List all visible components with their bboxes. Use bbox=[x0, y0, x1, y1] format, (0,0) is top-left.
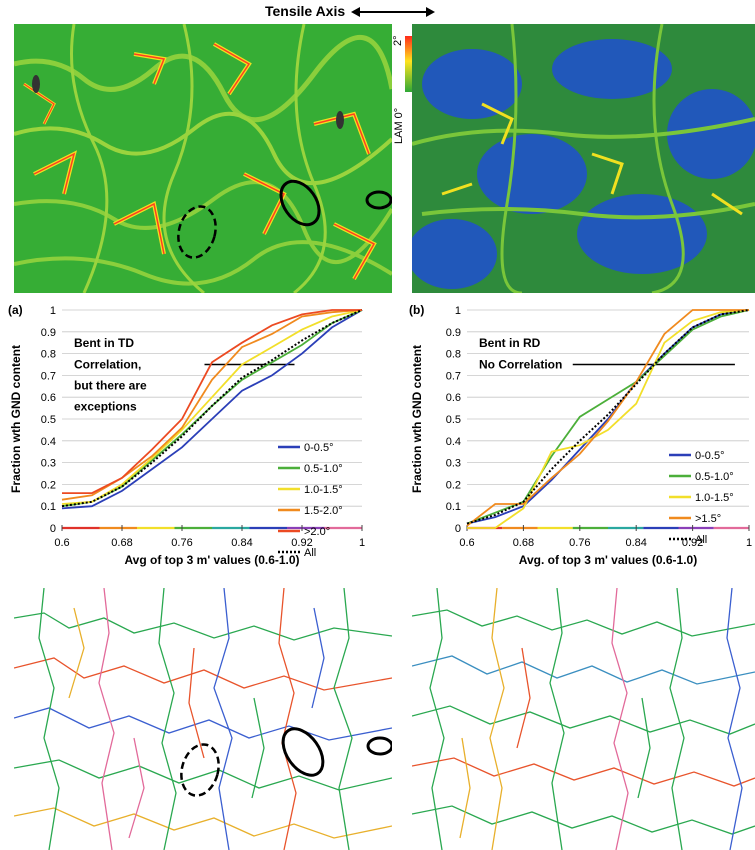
annotation-text: No Correlation bbox=[479, 358, 562, 372]
chart-b: (b) 0 0.1 0.2 0.3 0.4 0.5 0.6 0.7 0.8 0.9 1 0.6 0.68 0… bbox=[409, 303, 752, 567]
legend-label: All bbox=[695, 534, 707, 546]
x-tick-label: 0.84 bbox=[231, 537, 252, 549]
colorbar-max-label: 2° bbox=[392, 35, 404, 46]
annotation-text: exceptions bbox=[74, 400, 137, 414]
y-tick-label: 1 bbox=[455, 305, 461, 317]
y-tick-label: 0.9 bbox=[41, 327, 56, 339]
series-line bbox=[466, 309, 750, 525]
annotation-text: Correlation, bbox=[74, 358, 141, 372]
x-tick-label: 0.76 bbox=[171, 537, 192, 549]
lam-map-td bbox=[14, 24, 392, 293]
x-tick-label: 0.6 bbox=[459, 537, 474, 549]
x-tick-label: 0.92 bbox=[291, 537, 312, 549]
x-tick-label: 0.68 bbox=[513, 537, 534, 549]
panel-label: (b) bbox=[409, 303, 424, 317]
double-arrow-icon bbox=[351, 7, 436, 18]
y-tick-label: 0.1 bbox=[41, 501, 56, 513]
lam-colorbar: 2° LAM 0° bbox=[392, 24, 412, 146]
grain-boundary-map-rd bbox=[412, 588, 755, 850]
y-tick-label: 0.1 bbox=[446, 501, 461, 513]
lam-map-rd bbox=[412, 24, 755, 293]
legend-label: 0.5-1.0° bbox=[304, 463, 343, 475]
legend-label: 1.0-1.5° bbox=[304, 484, 343, 496]
x-tick-label: 1 bbox=[746, 537, 752, 549]
y-axis-label: Fraction wth GND content bbox=[9, 345, 23, 493]
x-tick-label: 0.68 bbox=[111, 537, 132, 549]
y-tick-label: 0.5 bbox=[446, 414, 461, 426]
y-tick-label: 0 bbox=[455, 523, 461, 535]
grain-boundary-map-td bbox=[14, 588, 392, 850]
y-tick-label: 0.8 bbox=[446, 349, 461, 361]
legend-label: 0-0.5° bbox=[695, 450, 724, 462]
y-tick-label: 0.6 bbox=[41, 392, 56, 404]
series-line bbox=[466, 309, 750, 525]
y-tick-label: 0.7 bbox=[41, 370, 56, 382]
annotation-text: but there are bbox=[74, 379, 147, 393]
series-line bbox=[61, 309, 363, 510]
y-tick-label: 0.8 bbox=[41, 349, 56, 361]
x-tick-label: 0.6 bbox=[54, 537, 69, 549]
legend-label: 0.5-1.0° bbox=[695, 471, 734, 483]
colorbar-gradient bbox=[405, 36, 412, 92]
series-line bbox=[466, 309, 749, 527]
y-tick-label: 0.4 bbox=[446, 436, 461, 448]
legend-label: All bbox=[304, 547, 316, 559]
y-tick-label: 0.3 bbox=[446, 458, 461, 470]
series-line bbox=[61, 309, 363, 505]
chart-a: (a) 0 0.1 0.2 0.3 0.4 0.5 0.6 0.7 0.8 0.9 1 0.6 0.68 0… bbox=[8, 303, 365, 567]
inset-title: Bent in TD bbox=[74, 336, 134, 350]
y-tick-label: 0.2 bbox=[446, 479, 461, 491]
legend-label: 0-0.5° bbox=[304, 442, 333, 454]
inset-title: Bent in RD bbox=[479, 336, 541, 350]
y-tick-label: 0 bbox=[50, 523, 56, 535]
colorbar-title: LAM 0° bbox=[393, 107, 405, 144]
y-tick-label: 0.4 bbox=[41, 436, 56, 448]
y-axis-label: Fraction wth GND content bbox=[410, 345, 424, 493]
y-tick-label: 0.3 bbox=[41, 458, 56, 470]
y-tick-label: 0.6 bbox=[446, 392, 461, 404]
y-tick-label: 0.2 bbox=[41, 479, 56, 491]
panel-label: (a) bbox=[8, 303, 23, 317]
y-tick-label: 1 bbox=[50, 305, 56, 317]
legend-label: >1.5° bbox=[695, 513, 721, 525]
x-axis-label: Avg of top 3 m' values (0.6-1.0) bbox=[124, 553, 299, 567]
x-tick-label: 0.84 bbox=[625, 537, 646, 549]
tensile-axis-label: Tensile Axis bbox=[265, 3, 436, 19]
series-line bbox=[467, 309, 750, 529]
legend-label: 1.0-1.5° bbox=[695, 492, 734, 504]
series-line bbox=[61, 309, 363, 508]
legend-label: 1.5-2.0° bbox=[304, 505, 343, 517]
x-tick-label: 1 bbox=[359, 537, 365, 549]
y-tick-label: 0.9 bbox=[446, 327, 461, 339]
series-line bbox=[62, 309, 362, 494]
y-tick-label: 0.7 bbox=[446, 370, 461, 382]
x-tick-label: 0.92 bbox=[682, 537, 703, 549]
x-tick-label: 0.76 bbox=[569, 537, 590, 549]
y-tick-label: 0.5 bbox=[41, 414, 56, 426]
tensile-axis-text: Tensile Axis bbox=[265, 3, 346, 19]
x-axis-label: Avg. of top 3 m' values (0.6-1.0) bbox=[519, 553, 697, 567]
legend-label: >2.0° bbox=[304, 526, 330, 538]
